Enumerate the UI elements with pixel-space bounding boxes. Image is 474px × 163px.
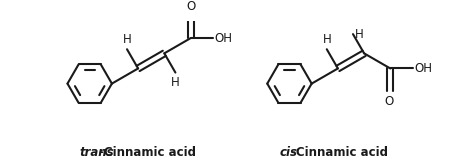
- Text: H: H: [322, 33, 331, 46]
- Text: O: O: [186, 0, 195, 13]
- Text: OH: OH: [415, 62, 433, 75]
- Text: H: H: [123, 33, 131, 46]
- Text: OH: OH: [215, 32, 233, 45]
- Text: -Cinnamic acid: -Cinnamic acid: [291, 146, 388, 159]
- Text: -Cinnamic acid: -Cinnamic acid: [99, 146, 196, 159]
- Text: cis: cis: [279, 146, 297, 159]
- Text: trans: trans: [80, 146, 114, 159]
- Text: H: H: [355, 28, 364, 41]
- Text: O: O: [384, 95, 394, 108]
- Text: H: H: [171, 76, 180, 89]
